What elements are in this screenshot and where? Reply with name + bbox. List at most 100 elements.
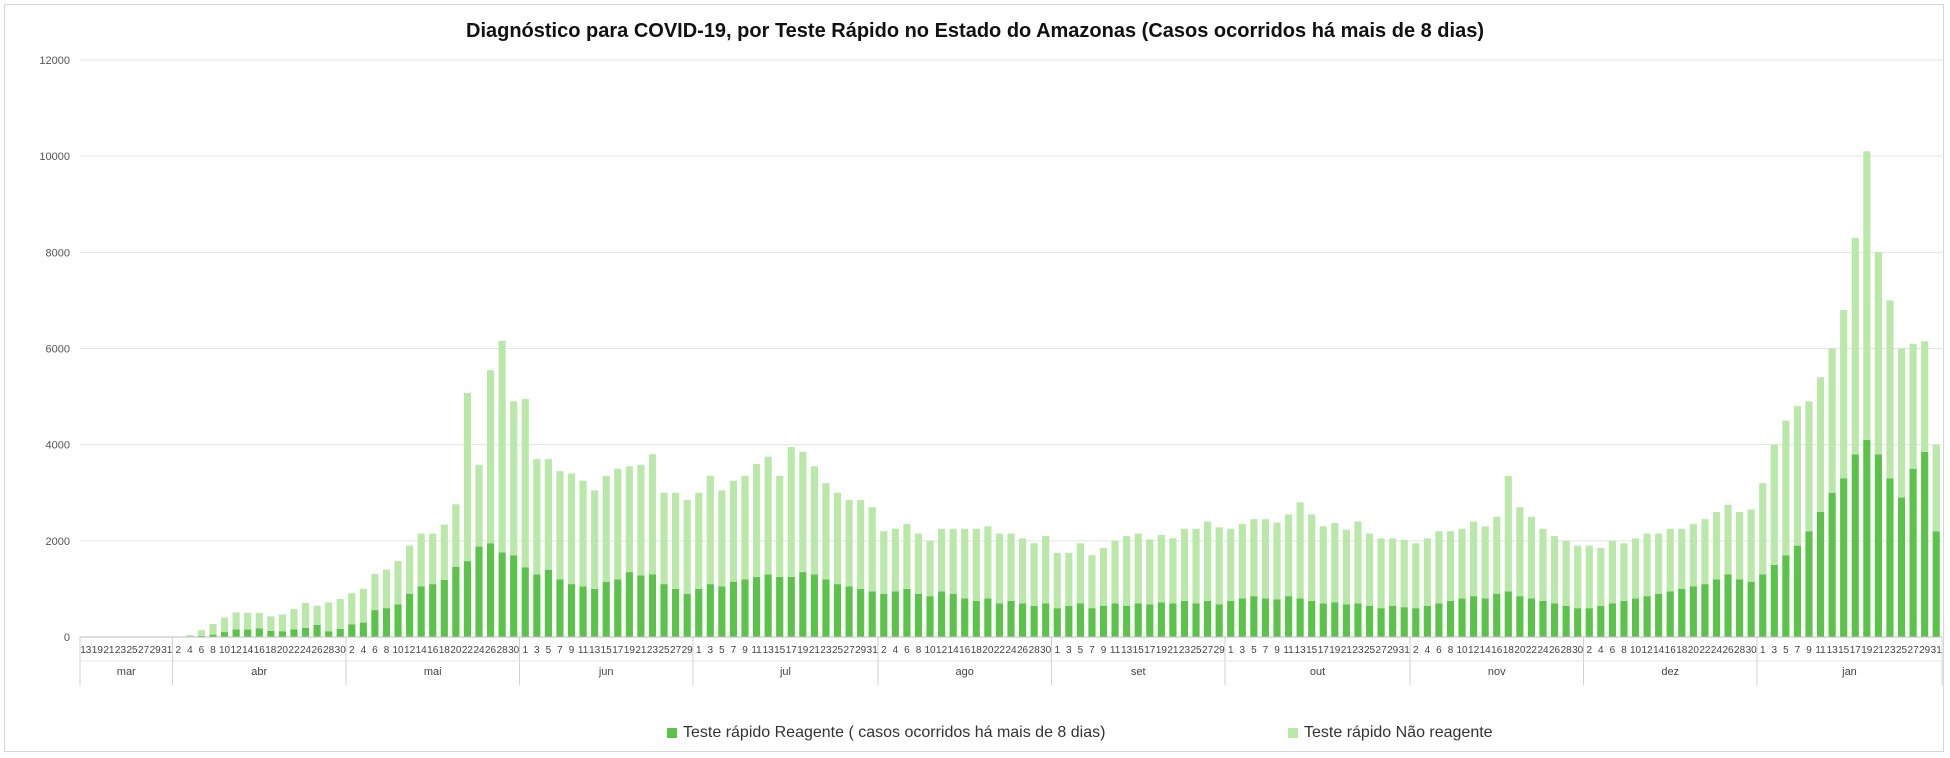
bar-reagente xyxy=(244,629,252,637)
x-tick-label: 15 xyxy=(1133,645,1145,656)
bar-nao-reagente xyxy=(1678,528,1686,589)
bar-reagente xyxy=(1550,603,1559,637)
bar-nao-reagente xyxy=(1308,514,1316,601)
x-tick-label: 29 xyxy=(1214,645,1226,656)
x-tick-label: 25 xyxy=(1190,645,1202,656)
bar-nao-reagente xyxy=(672,492,680,589)
month-label: jan xyxy=(1841,666,1857,678)
bar-reagente xyxy=(1585,608,1593,637)
bar-nao-reagente xyxy=(1111,540,1119,604)
bar-reagente xyxy=(961,598,969,637)
bar-nao-reagente xyxy=(1770,444,1778,565)
x-tick-label: 15 xyxy=(1838,645,1850,656)
bar-reagente xyxy=(1435,603,1443,637)
bar-nao-reagente xyxy=(1204,521,1212,601)
x-tick-label: 20 xyxy=(450,645,462,656)
bar-nao-reagente xyxy=(1736,511,1744,580)
bar-reagente xyxy=(1655,593,1663,637)
x-tick-label: 16 xyxy=(427,645,439,656)
bar-reagente xyxy=(1134,603,1142,637)
bar-reagente xyxy=(1666,591,1674,637)
bar-reagente xyxy=(729,581,738,637)
bar-reagente xyxy=(1805,531,1813,637)
month-label: mar xyxy=(117,666,136,678)
bar-reagente xyxy=(1365,605,1374,637)
x-tick-label: 24 xyxy=(473,645,485,656)
x-tick-label: 8 xyxy=(384,645,390,656)
bar-reagente xyxy=(1377,608,1385,637)
bar-nao-reagente xyxy=(533,459,541,575)
month-label: jul xyxy=(779,666,791,678)
bar-nao-reagente xyxy=(1539,528,1547,601)
bar-reagente xyxy=(1065,605,1073,637)
bar-nao-reagente xyxy=(614,468,622,580)
bar-nao-reagente xyxy=(544,459,552,570)
bar-reagente xyxy=(1736,579,1744,637)
bar-reagente xyxy=(1921,451,1929,637)
bar-nao-reagente xyxy=(1620,543,1628,601)
x-tick-label: 6 xyxy=(1436,645,1442,656)
bar-reagente xyxy=(1527,598,1536,637)
bar-nao-reagente xyxy=(556,471,564,580)
x-tick-label: 24 xyxy=(1005,645,1017,656)
bar-nao-reagente xyxy=(1134,533,1142,604)
x-tick-label: 23 xyxy=(820,645,832,656)
x-tick-label: 18 xyxy=(439,645,451,656)
bar-nao-reagente xyxy=(810,466,818,575)
bar-nao-reagente xyxy=(1655,533,1663,594)
bar-reagente xyxy=(1018,603,1027,637)
bar-nao-reagente xyxy=(833,492,842,585)
x-tick-label: 5 xyxy=(1251,645,1257,656)
bar-reagente xyxy=(799,572,807,637)
x-tick-label: 14 xyxy=(416,645,428,656)
bar-reagente xyxy=(1412,608,1420,637)
bar-nao-reagente xyxy=(1065,552,1073,606)
bar-nao-reagente xyxy=(891,528,899,592)
x-tick-label: 12 xyxy=(231,645,243,656)
bar-nao-reagente xyxy=(452,504,460,567)
bar-reagente xyxy=(1470,596,1478,637)
bar-nao-reagente xyxy=(591,490,599,589)
bar-nao-reagente xyxy=(475,464,483,547)
x-tick-label: 19 xyxy=(624,645,636,656)
bar-nao-reagente xyxy=(1712,511,1721,580)
x-tick-label: 8 xyxy=(916,645,922,656)
bar-reagente xyxy=(1782,555,1790,637)
bar-nao-reagente xyxy=(1828,348,1836,493)
x-tick-label: 9 xyxy=(1274,645,1280,656)
bar-reagente xyxy=(614,579,622,637)
x-tick-label: 19 xyxy=(1861,645,1873,656)
x-tick-label: 4 xyxy=(893,645,899,656)
bar-nao-reagente xyxy=(845,499,853,587)
bar-nao-reagente xyxy=(625,466,633,573)
bar-reagente xyxy=(486,543,495,637)
bar-reagente xyxy=(591,588,599,637)
bar-reagente xyxy=(278,631,286,637)
x-tick-label: 3 xyxy=(1066,645,1072,656)
bar-reagente xyxy=(1250,596,1258,637)
bar-nao-reagente xyxy=(348,593,356,625)
y-tick-label: 10000 xyxy=(39,151,70,163)
bar-nao-reagente xyxy=(1030,543,1038,606)
x-tick-label: 12 xyxy=(1642,645,1654,656)
x-tick-label: 26 xyxy=(1549,645,1561,656)
bar-reagente xyxy=(868,591,876,637)
bar-nao-reagente xyxy=(325,602,333,632)
bar-reagente xyxy=(209,634,217,637)
x-tick-label: 27 xyxy=(844,645,856,656)
bar-nao-reagente xyxy=(1643,533,1651,597)
bar-nao-reagente xyxy=(1238,524,1246,599)
month-label: jun xyxy=(598,666,614,678)
bar-reagente xyxy=(1123,605,1131,637)
bar-reagente xyxy=(1192,603,1200,637)
x-tick-label: 9 xyxy=(1806,645,1812,656)
x-tick-label: 2 xyxy=(176,645,182,656)
bar-nao-reagente xyxy=(1146,539,1154,605)
bar-reagente xyxy=(255,628,263,637)
bar-nao-reagente xyxy=(440,524,448,580)
x-tick-label: 3 xyxy=(1772,645,1778,656)
x-tick-label: 7 xyxy=(731,645,737,656)
bar-nao-reagente xyxy=(371,574,379,611)
bar-reagente xyxy=(1897,497,1906,637)
bar-nao-reagente xyxy=(1099,548,1108,606)
